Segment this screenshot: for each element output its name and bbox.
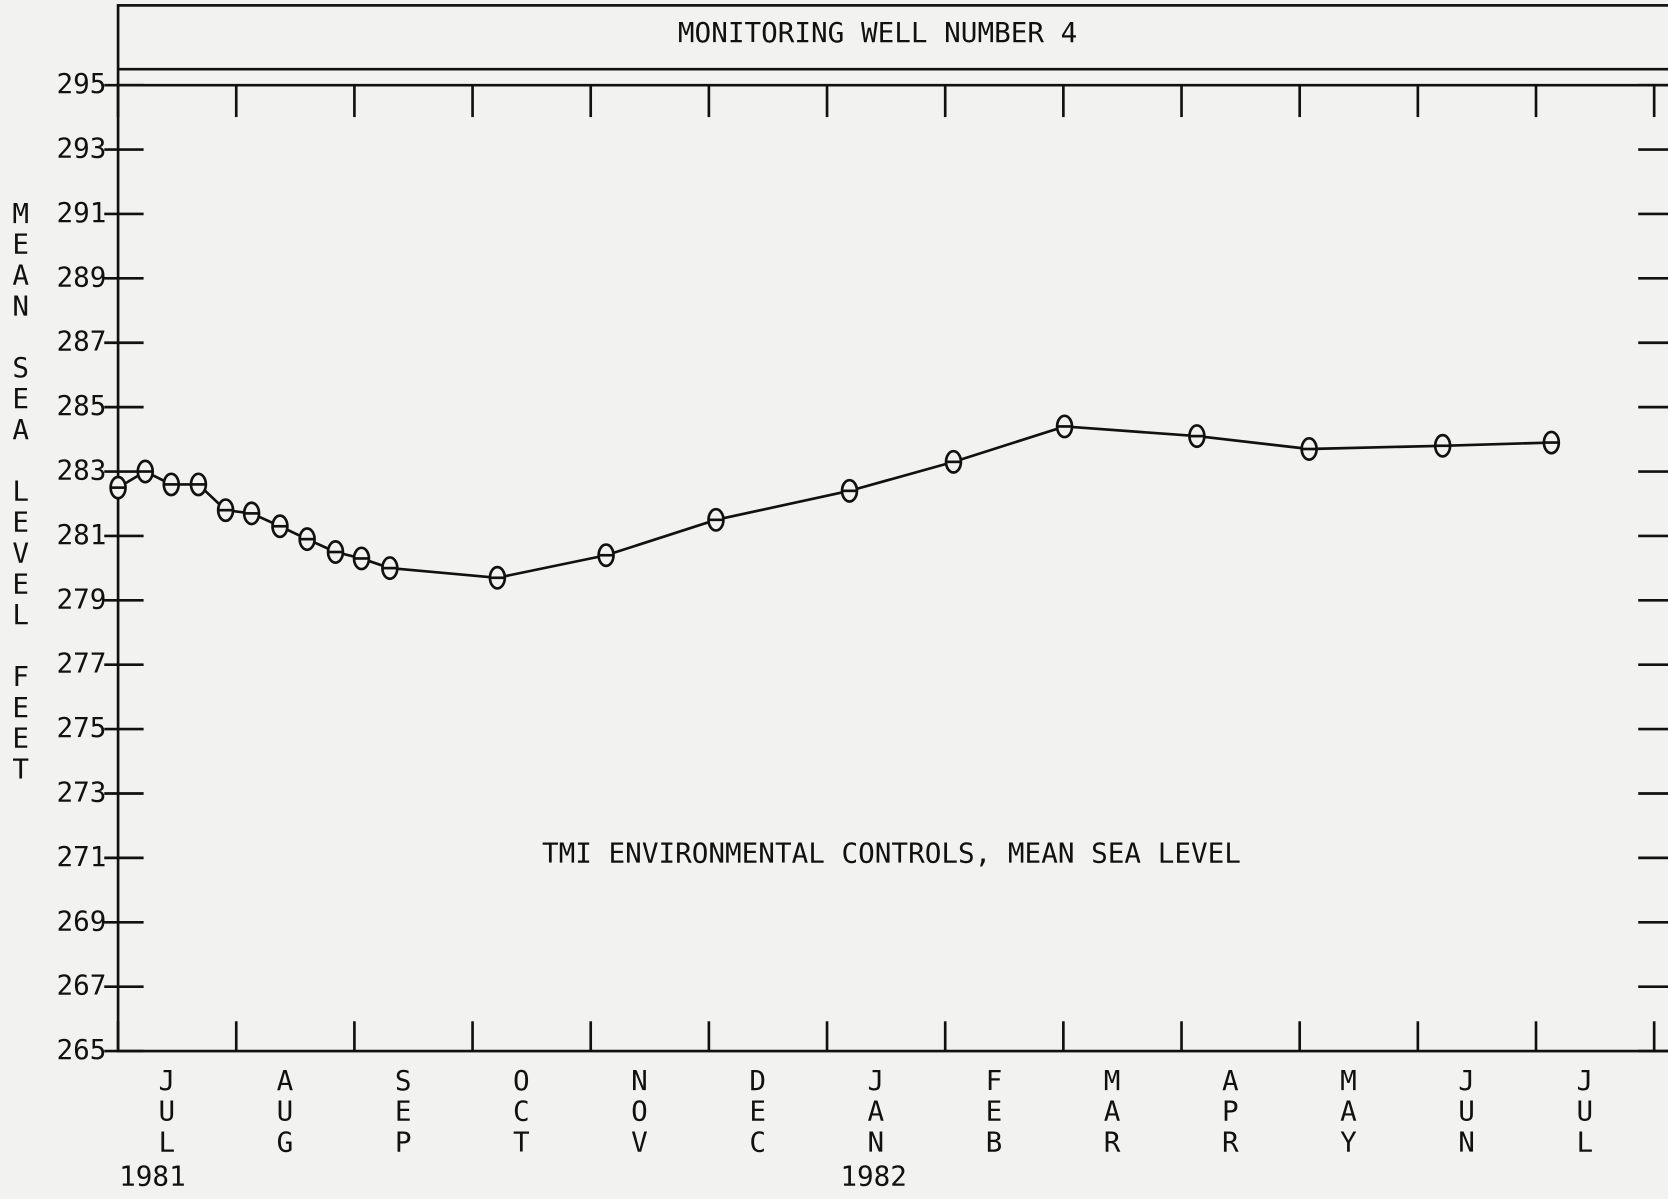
x-tick-label: MAR [1096, 1064, 1129, 1157]
chart-title: MONITORING WELL NUMBER 4 [678, 16, 1077, 49]
y-tick-label: 283 [56, 454, 106, 487]
x-tick-label: OCT [505, 1064, 538, 1157]
y-tick-label: 289 [56, 260, 106, 293]
y-tick-label: 295 [56, 67, 106, 100]
x-tick-label: SEP [387, 1064, 420, 1157]
y-tick-label: 277 [56, 647, 106, 680]
y-tick-label: 275 [56, 711, 106, 744]
y-tick-label: 293 [56, 132, 106, 165]
y-tick-label: 265 [56, 1033, 106, 1066]
y-tick-label: 287 [56, 325, 106, 358]
x-tick-label: AUG [269, 1064, 302, 1157]
x-tick-label: JUN [1450, 1064, 1483, 1157]
x-tick-label: JAN [859, 1064, 892, 1157]
x-tick-label: JUL [1568, 1064, 1601, 1157]
y-axis-label: MEAN SEA LEVEL FEET [4, 197, 37, 784]
y-tick-label: 281 [56, 518, 106, 551]
x-tick-label: DEC [741, 1064, 774, 1157]
annotation: TMI ENVIRONMENTAL CONTROLS, MEAN SEA LEV… [542, 836, 1241, 869]
y-tick-label: 291 [56, 196, 106, 229]
year-label: 1982 [840, 1160, 907, 1193]
x-tick-label: APR [1214, 1064, 1247, 1157]
x-tick-label: MAY [1332, 1064, 1365, 1157]
y-tick-label: 267 [56, 969, 106, 1002]
y-tick-label: 285 [56, 389, 106, 422]
y-tick-label: 279 [56, 582, 106, 615]
x-tick-label: NOV [623, 1064, 656, 1157]
y-tick-label: 269 [56, 904, 106, 937]
frame [116, 4, 1668, 1053]
y-tick-label: 271 [56, 840, 106, 873]
y-tick-label: 273 [56, 775, 106, 808]
x-tick-label: FEB [977, 1064, 1010, 1157]
x-tick-label: JUL [150, 1064, 183, 1157]
year-label: 1981 [119, 1160, 186, 1193]
